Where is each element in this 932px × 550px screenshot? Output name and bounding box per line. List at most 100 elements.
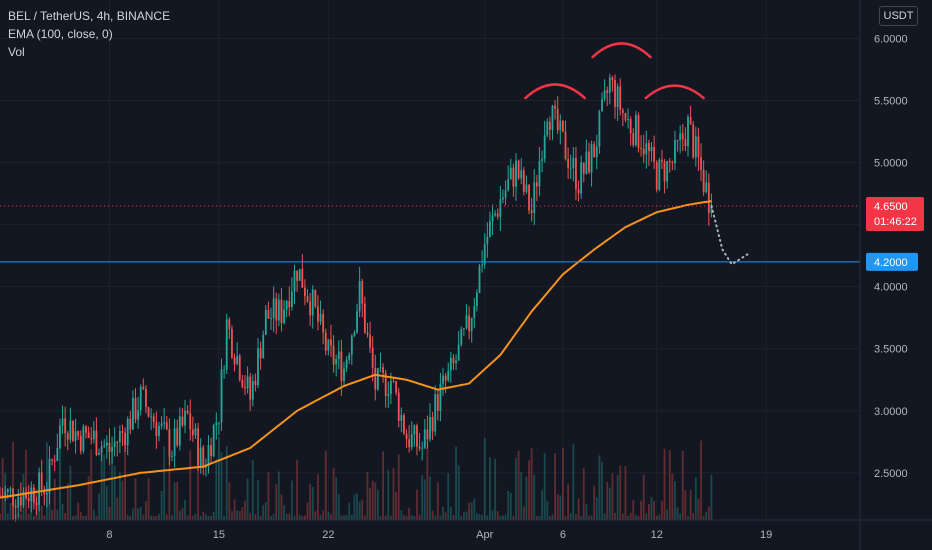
volume-bar [410,515,413,520]
candle-body [296,270,299,281]
volume-bar [588,515,590,520]
candle-body [444,375,447,381]
candle-body [647,143,650,152]
candle-body [105,442,108,446]
candle-body [434,394,437,432]
volume-bar [543,453,546,520]
volume-bar [710,474,713,520]
volume-bar [246,478,249,520]
volume-bar [186,515,189,520]
pattern-arc-head[interactable] [591,42,652,59]
candle-body [189,413,192,430]
projection-path[interactable] [710,205,749,266]
candle-body [689,116,692,125]
candle-body [283,309,285,323]
candle-body [494,213,497,216]
candle-body [178,416,181,446]
volume-bar [361,499,364,520]
volume-bar [129,515,132,520]
candle-body [137,410,140,420]
volume-bar [32,515,35,520]
candle-body [502,197,504,200]
candle-body [642,148,645,155]
candle-body [53,460,56,462]
volume-bar [439,515,442,520]
volume-bar [535,515,538,520]
volume-bar [486,515,489,520]
volume-bar [661,500,663,520]
volume-bar [634,515,637,520]
volume-bar [311,487,314,520]
candle-body [64,418,67,434]
volume-bar [606,481,609,520]
volume-bar [163,446,166,520]
volume-bar [327,511,330,520]
candle-body [650,146,653,152]
volume-bar [418,514,421,520]
candle-body [478,265,481,293]
candle-body [640,147,643,149]
candle-body [598,111,601,147]
candle-body [358,281,361,312]
candle-body [418,446,421,449]
volume-bar [601,461,603,520]
candle-body [551,105,554,130]
volume-bar [559,495,562,520]
candle-body [569,167,572,169]
volume-bar [551,514,554,520]
candle-body [303,287,306,297]
pattern-arc-right-shoulder[interactable] [644,84,705,100]
volume-bar [679,513,682,520]
volume-bar [98,493,100,520]
volume-bar [475,513,478,520]
volume-bar [507,490,510,520]
volume-bar [408,507,411,520]
volume-bar [671,473,674,520]
candle-body [577,189,580,194]
candle-body [491,215,494,222]
volume-bar [663,448,666,520]
candle-body [228,319,231,329]
ema-indicator-title[interactable]: EMA (100, close, 0) [8,27,113,41]
candle-body [707,182,710,213]
candle-body [413,425,416,435]
volume-bar [431,510,434,520]
volume-bar [184,499,186,520]
candle-body [168,429,171,457]
candle-body [259,348,262,359]
volume-bar [137,508,140,520]
pattern-arc-left-shoulder[interactable] [524,83,587,100]
volume-bar [267,472,270,520]
candle-body [442,375,444,384]
volume-bar [567,483,570,520]
volume-bar [392,467,395,520]
volume-bar [6,513,9,520]
candle-body [163,422,166,424]
currency-button[interactable]: USDT [879,6,918,26]
volume-bar [121,480,124,520]
candle-body [311,289,314,316]
candle-body [38,472,41,505]
candle-body [475,292,478,307]
volume-bar [217,437,220,520]
volume-bar [90,449,93,520]
volume-bar [496,510,499,520]
volume-bar [251,460,254,520]
candle-body [431,417,434,432]
candle-body [410,434,413,448]
volume-bar [444,512,447,520]
volume-bar [288,513,291,520]
candle-body [366,332,369,335]
volume-bar [483,438,486,520]
candle-body [56,447,59,462]
volume-bar [421,475,424,520]
volume-bar [139,507,142,520]
candle-body [452,357,455,364]
volume-indicator-title[interactable]: Vol [8,45,25,59]
candle-body [30,487,33,502]
candle-body [142,386,145,389]
candle-body [405,433,408,440]
volume-bar [249,513,252,520]
volume-bar [697,498,700,520]
